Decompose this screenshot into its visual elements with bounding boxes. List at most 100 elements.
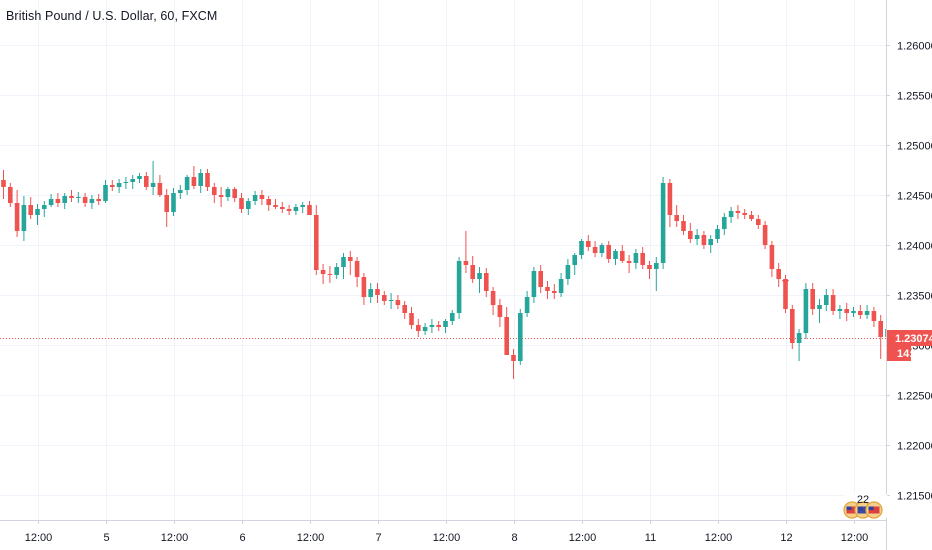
candle-body[interactable] (286, 209, 292, 211)
candle[interactable] (633, 249, 639, 269)
candle-body[interactable] (456, 261, 462, 313)
candle[interactable] (48, 194, 54, 207)
candle[interactable] (667, 179, 673, 227)
candle[interactable] (470, 256, 475, 283)
candle-body[interactable] (477, 273, 482, 279)
candle-body[interactable] (293, 207, 299, 211)
candle[interactable] (382, 291, 387, 305)
candle[interactable] (150, 161, 156, 195)
candle-body[interactable] (375, 289, 380, 295)
candle[interactable] (817, 299, 822, 323)
candle-body[interactable] (89, 199, 95, 203)
candle[interactable] (42, 201, 47, 217)
candle-body[interactable] (422, 327, 428, 331)
candle-body[interactable] (810, 289, 815, 309)
candle-body[interactable] (280, 207, 285, 209)
candle-body[interactable] (116, 183, 122, 187)
candle-body[interactable] (130, 179, 135, 182)
candle[interactable] (82, 193, 88, 207)
candle-body[interactable] (681, 221, 686, 231)
candle[interactable] (144, 172, 149, 190)
candle[interactable] (130, 175, 135, 189)
candle[interactable] (28, 197, 33, 219)
candle-body[interactable] (749, 215, 754, 219)
candle[interactable] (280, 202, 285, 213)
candle[interactable] (286, 205, 292, 215)
candle[interactable] (824, 289, 829, 311)
candle-body[interactable] (96, 199, 101, 201)
candle-body[interactable] (878, 321, 883, 337)
candle[interactable] (266, 196, 271, 211)
candle-body[interactable] (715, 229, 720, 239)
candle-body[interactable] (171, 193, 176, 212)
candle-body[interactable] (164, 195, 169, 212)
candle-body[interactable] (178, 190, 183, 193)
candle-body[interactable] (640, 253, 645, 265)
candle-body[interactable] (232, 189, 237, 198)
candle[interactable] (592, 241, 598, 257)
candle[interactable] (531, 267, 537, 303)
candle-body[interactable] (110, 185, 115, 187)
candle[interactable] (688, 223, 693, 243)
candle-body[interactable] (647, 265, 652, 269)
candle[interactable] (878, 315, 883, 359)
candle[interactable] (518, 309, 523, 365)
candle[interactable] (579, 239, 584, 259)
candle-body[interactable] (708, 239, 713, 245)
candle-body[interactable] (552, 291, 557, 293)
candle[interactable] (558, 273, 564, 297)
candle[interactable] (613, 249, 618, 265)
candle-body[interactable] (334, 267, 339, 275)
candle-body[interactable] (633, 253, 639, 263)
candle-body[interactable] (157, 183, 163, 195)
candle[interactable] (184, 175, 190, 195)
candle-body[interactable] (592, 247, 598, 253)
candle-body[interactable] (803, 289, 809, 333)
candle[interactable] (225, 187, 231, 201)
candle[interactable] (14, 190, 20, 237)
candle[interactable] (762, 221, 768, 249)
candle-body[interactable] (382, 295, 387, 301)
candle[interactable] (21, 196, 27, 241)
candle-body[interactable] (844, 309, 849, 313)
candle[interactable] (599, 243, 605, 257)
candle[interactable] (259, 190, 265, 205)
candle[interactable] (416, 319, 421, 337)
candle[interactable] (320, 264, 326, 284)
candle[interactable] (450, 310, 455, 325)
candle[interactable] (164, 189, 169, 227)
candle[interactable] (606, 241, 611, 263)
candle[interactable] (368, 283, 373, 303)
candle[interactable] (484, 268, 489, 297)
candle-body[interactable] (354, 261, 360, 277)
candle[interactable] (674, 205, 679, 227)
candle-body[interactable] (436, 325, 441, 327)
candle[interactable] (620, 245, 625, 263)
candle-body[interactable] (824, 295, 829, 305)
candle-body[interactable] (626, 261, 632, 263)
candle[interactable] (55, 193, 61, 207)
candle[interactable] (246, 198, 251, 215)
candle-body[interactable] (416, 325, 421, 331)
candle[interactable] (395, 295, 401, 309)
candle[interactable] (728, 207, 734, 223)
candle[interactable] (858, 305, 863, 319)
candle-body[interactable] (55, 199, 61, 203)
candle[interactable] (198, 169, 203, 193)
candle-body[interactable] (769, 245, 775, 269)
candle-body[interactable] (613, 251, 618, 259)
candle[interactable] (218, 187, 224, 207)
candle[interactable] (552, 284, 557, 299)
candle[interactable] (252, 191, 258, 205)
candle[interactable] (110, 180, 115, 191)
candle[interactable] (327, 266, 333, 283)
candle-body[interactable] (429, 325, 435, 327)
candle[interactable] (212, 183, 217, 203)
candle[interactable] (851, 307, 856, 317)
candle-body[interactable] (300, 205, 305, 207)
candle-body[interactable] (579, 241, 584, 255)
candle-body[interactable] (518, 313, 523, 361)
candle-body[interactable] (341, 257, 346, 267)
candle[interactable] (735, 205, 741, 219)
candle-body[interactable] (409, 313, 414, 325)
